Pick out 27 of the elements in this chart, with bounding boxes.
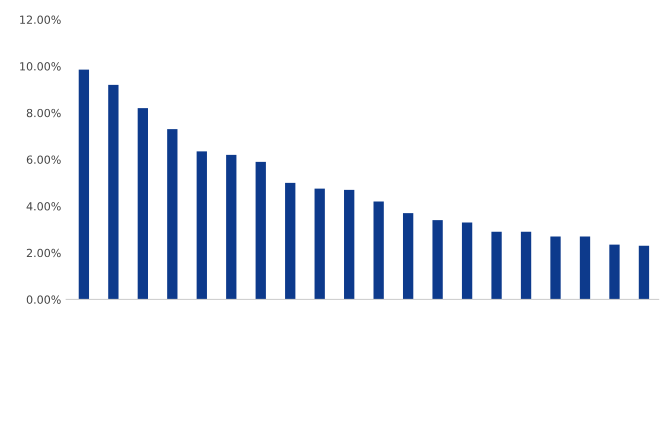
bar bbox=[314, 188, 325, 300]
bar bbox=[344, 190, 354, 300]
y-tick-label: 8.00% bbox=[26, 108, 61, 118]
bar bbox=[78, 70, 90, 300]
bar bbox=[108, 84, 119, 300]
y-tick-label: 6.00% bbox=[26, 155, 61, 164]
bar bbox=[520, 232, 532, 300]
bar bbox=[226, 154, 236, 300]
y-tick-label: 2.00% bbox=[26, 248, 61, 258]
bar bbox=[402, 213, 414, 300]
y-tick-label: 0.00% bbox=[26, 295, 61, 304]
bar bbox=[374, 201, 384, 300]
bar bbox=[196, 151, 207, 300]
bar bbox=[285, 182, 296, 300]
bar bbox=[256, 162, 266, 300]
bar bbox=[580, 236, 590, 300]
y-tick-label: 4.00% bbox=[26, 202, 61, 211]
bar bbox=[432, 220, 443, 300]
y-tick-label: 12.00% bbox=[20, 16, 61, 24]
bar bbox=[462, 222, 472, 300]
bar bbox=[138, 108, 148, 300]
y-tick-label: 10.00% bbox=[20, 62, 61, 71]
bar bbox=[167, 129, 178, 300]
bar bbox=[491, 232, 502, 300]
bar bbox=[550, 236, 561, 300]
bar bbox=[609, 244, 620, 300]
bar bbox=[638, 246, 650, 300]
